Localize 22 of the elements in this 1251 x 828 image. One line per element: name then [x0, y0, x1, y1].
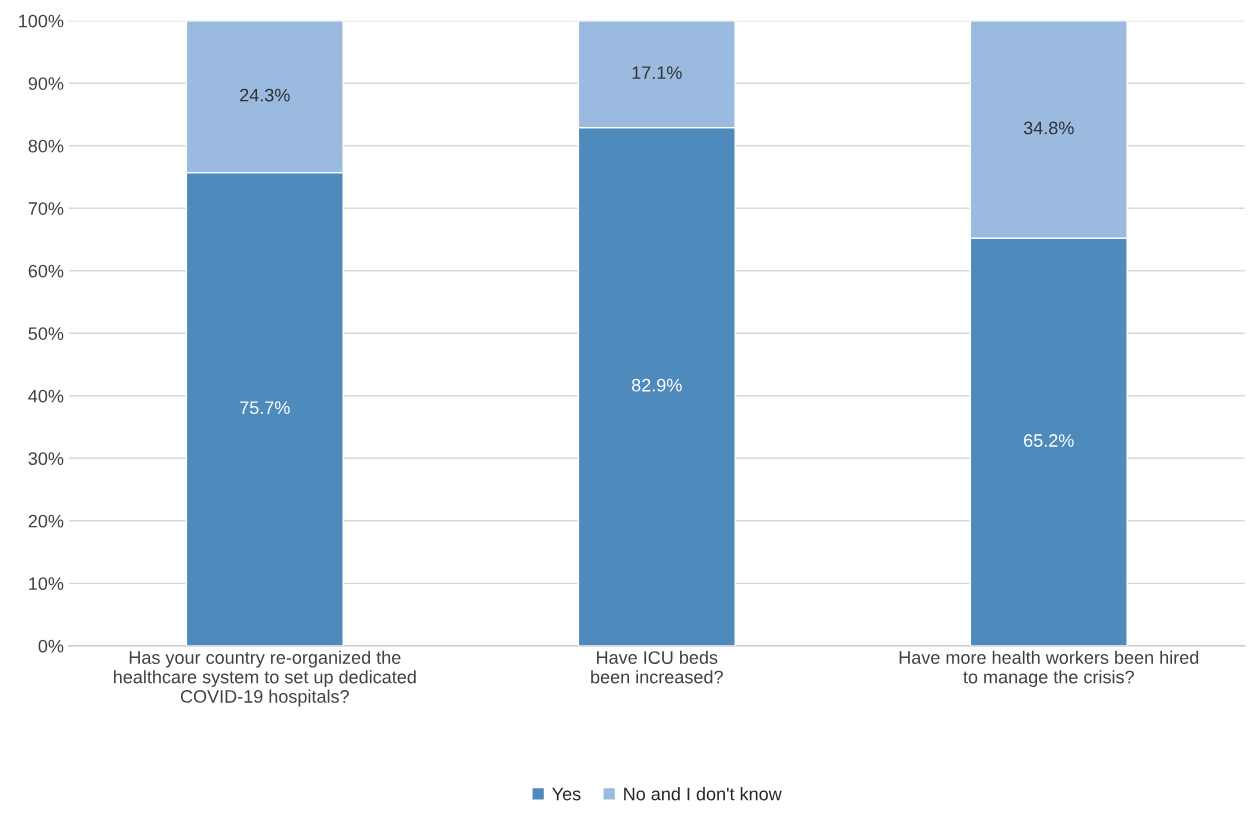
legend-label: No and I don't know [624, 787, 782, 801]
y-tick-label: 50% [28, 327, 64, 340]
y-tick-label: 90% [28, 77, 64, 90]
x-tick-label: Has your country re-organized the healthcare system to set up dedicated COVID-19 hospitals? [114, 650, 416, 707]
y-tick-label: 0% [38, 639, 64, 653]
data-label: 17.1% [632, 66, 682, 79]
y-tick-label: 70% [28, 202, 64, 215]
data-label: 24.3% [240, 88, 290, 102]
y-tick-label: 40% [28, 389, 64, 403]
y-tick-label: 100% [19, 14, 64, 28]
y-tick-label: 20% [28, 514, 64, 528]
data-label: 75.7% [240, 401, 290, 415]
data-label: 82.9% [631, 378, 682, 392]
x-tick-label: Have ICU beds been increased? [591, 650, 723, 684]
y-tick-label: 30% [28, 452, 64, 466]
legend-label: Yes [552, 787, 581, 801]
data-label: 65.2% [1024, 434, 1074, 447]
data-label: 34.8% [1023, 121, 1074, 135]
y-tick-label: 80% [28, 139, 64, 153]
y-tick-label: 60% [28, 264, 64, 278]
y-tick-label: 10% [29, 577, 64, 591]
x-tick-label: Have more health workers been hired to manage the crisis? [899, 650, 1199, 687]
